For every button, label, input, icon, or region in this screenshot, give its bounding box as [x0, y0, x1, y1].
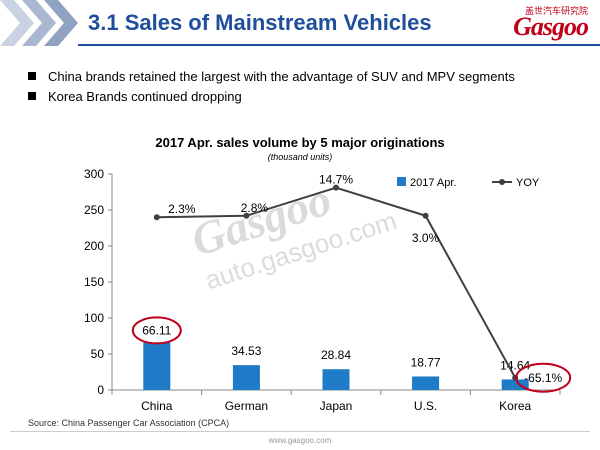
bar-data-label: 28.84 — [321, 348, 351, 362]
bar-data-label: 34.53 — [231, 344, 261, 358]
yoy-point — [153, 214, 160, 221]
legend-line-label: YOY — [516, 177, 540, 189]
legend-line-marker — [499, 179, 505, 185]
bar-data-label: 66.11 — [142, 323, 171, 337]
bar — [232, 365, 260, 390]
yoy-point — [333, 184, 339, 191]
bullet-item: Korea Brands continued dropping — [28, 86, 515, 106]
header-chevrons-icon — [0, 0, 78, 46]
gasgoo-logo: 盖世汽车研究院 Gasgoo — [480, 4, 590, 44]
y-tick-label: 250 — [84, 203, 104, 217]
bullet-square-icon — [28, 72, 36, 80]
x-tick-label: U.S. — [414, 399, 437, 413]
x-tick-label: German — [225, 399, 268, 413]
highlight-circle — [131, 316, 182, 345]
yoy-point — [422, 212, 429, 219]
header-rule — [78, 44, 600, 46]
page-title: 3.1 Sales of Mainstream Vehicles — [88, 10, 432, 35]
bullet-square-icon — [28, 92, 36, 100]
legend-bar-label: 2017 Apr. — [410, 177, 457, 189]
x-tick-label: Korea — [499, 399, 531, 413]
footer-rule — [10, 431, 590, 432]
yoy-point — [243, 212, 250, 219]
bar — [501, 379, 529, 390]
y-tick-label: 0 — [97, 383, 104, 397]
source-note: Source: China Passenger Car Association … — [28, 418, 230, 428]
yoy-data-label: 3.0% — [412, 231, 440, 245]
bullet-text: Korea Brands continued dropping — [48, 88, 242, 104]
slide-header: 3.1 Sales of Mainstream Vehicles 盖世汽车研究院… — [0, 0, 600, 52]
logo-chinese-text: 盖世汽车研究院 — [524, 7, 588, 17]
y-tick-label: 200 — [84, 239, 104, 253]
yoy-data-label: -65.1% — [524, 371, 562, 385]
yoy-data-label: 14.7% — [319, 173, 353, 187]
bullet-item: China brands retained the largest with t… — [28, 66, 515, 86]
bullet-list: China brands retained the largest with t… — [28, 66, 515, 106]
x-tick-label: China — [141, 399, 173, 413]
highlight-circle — [515, 362, 572, 393]
legend-bar-swatch — [397, 177, 406, 186]
y-tick-label: 50 — [91, 347, 105, 361]
footer-url: www.gasgoo.com — [268, 436, 332, 445]
chart-subtitle: (thousand units) — [268, 152, 333, 162]
chart-title: 2017 Apr. sales volume by 5 major origin… — [155, 135, 444, 150]
yoy-data-label: 2.8% — [241, 201, 269, 215]
x-tick-label: Japan — [320, 399, 353, 413]
logo-wordmark: Gasgoo — [513, 12, 589, 41]
bullet-text: China brands retained the largest with t… — [48, 68, 515, 84]
bar-data-label: 18.77 — [411, 355, 441, 369]
y-tick-label: 300 — [84, 167, 104, 181]
chart-area: 2017 Apr. sales volume by 5 major origin… — [0, 120, 600, 420]
bar — [143, 342, 171, 390]
bar — [322, 369, 350, 390]
y-tick-label: 150 — [84, 275, 104, 289]
y-tick-label: 100 — [84, 311, 104, 325]
bar — [412, 376, 440, 390]
yoy-data-label: 2.3% — [168, 202, 196, 216]
sales-chart: 2017 Apr. sales volume by 5 major origin… — [84, 135, 572, 413]
